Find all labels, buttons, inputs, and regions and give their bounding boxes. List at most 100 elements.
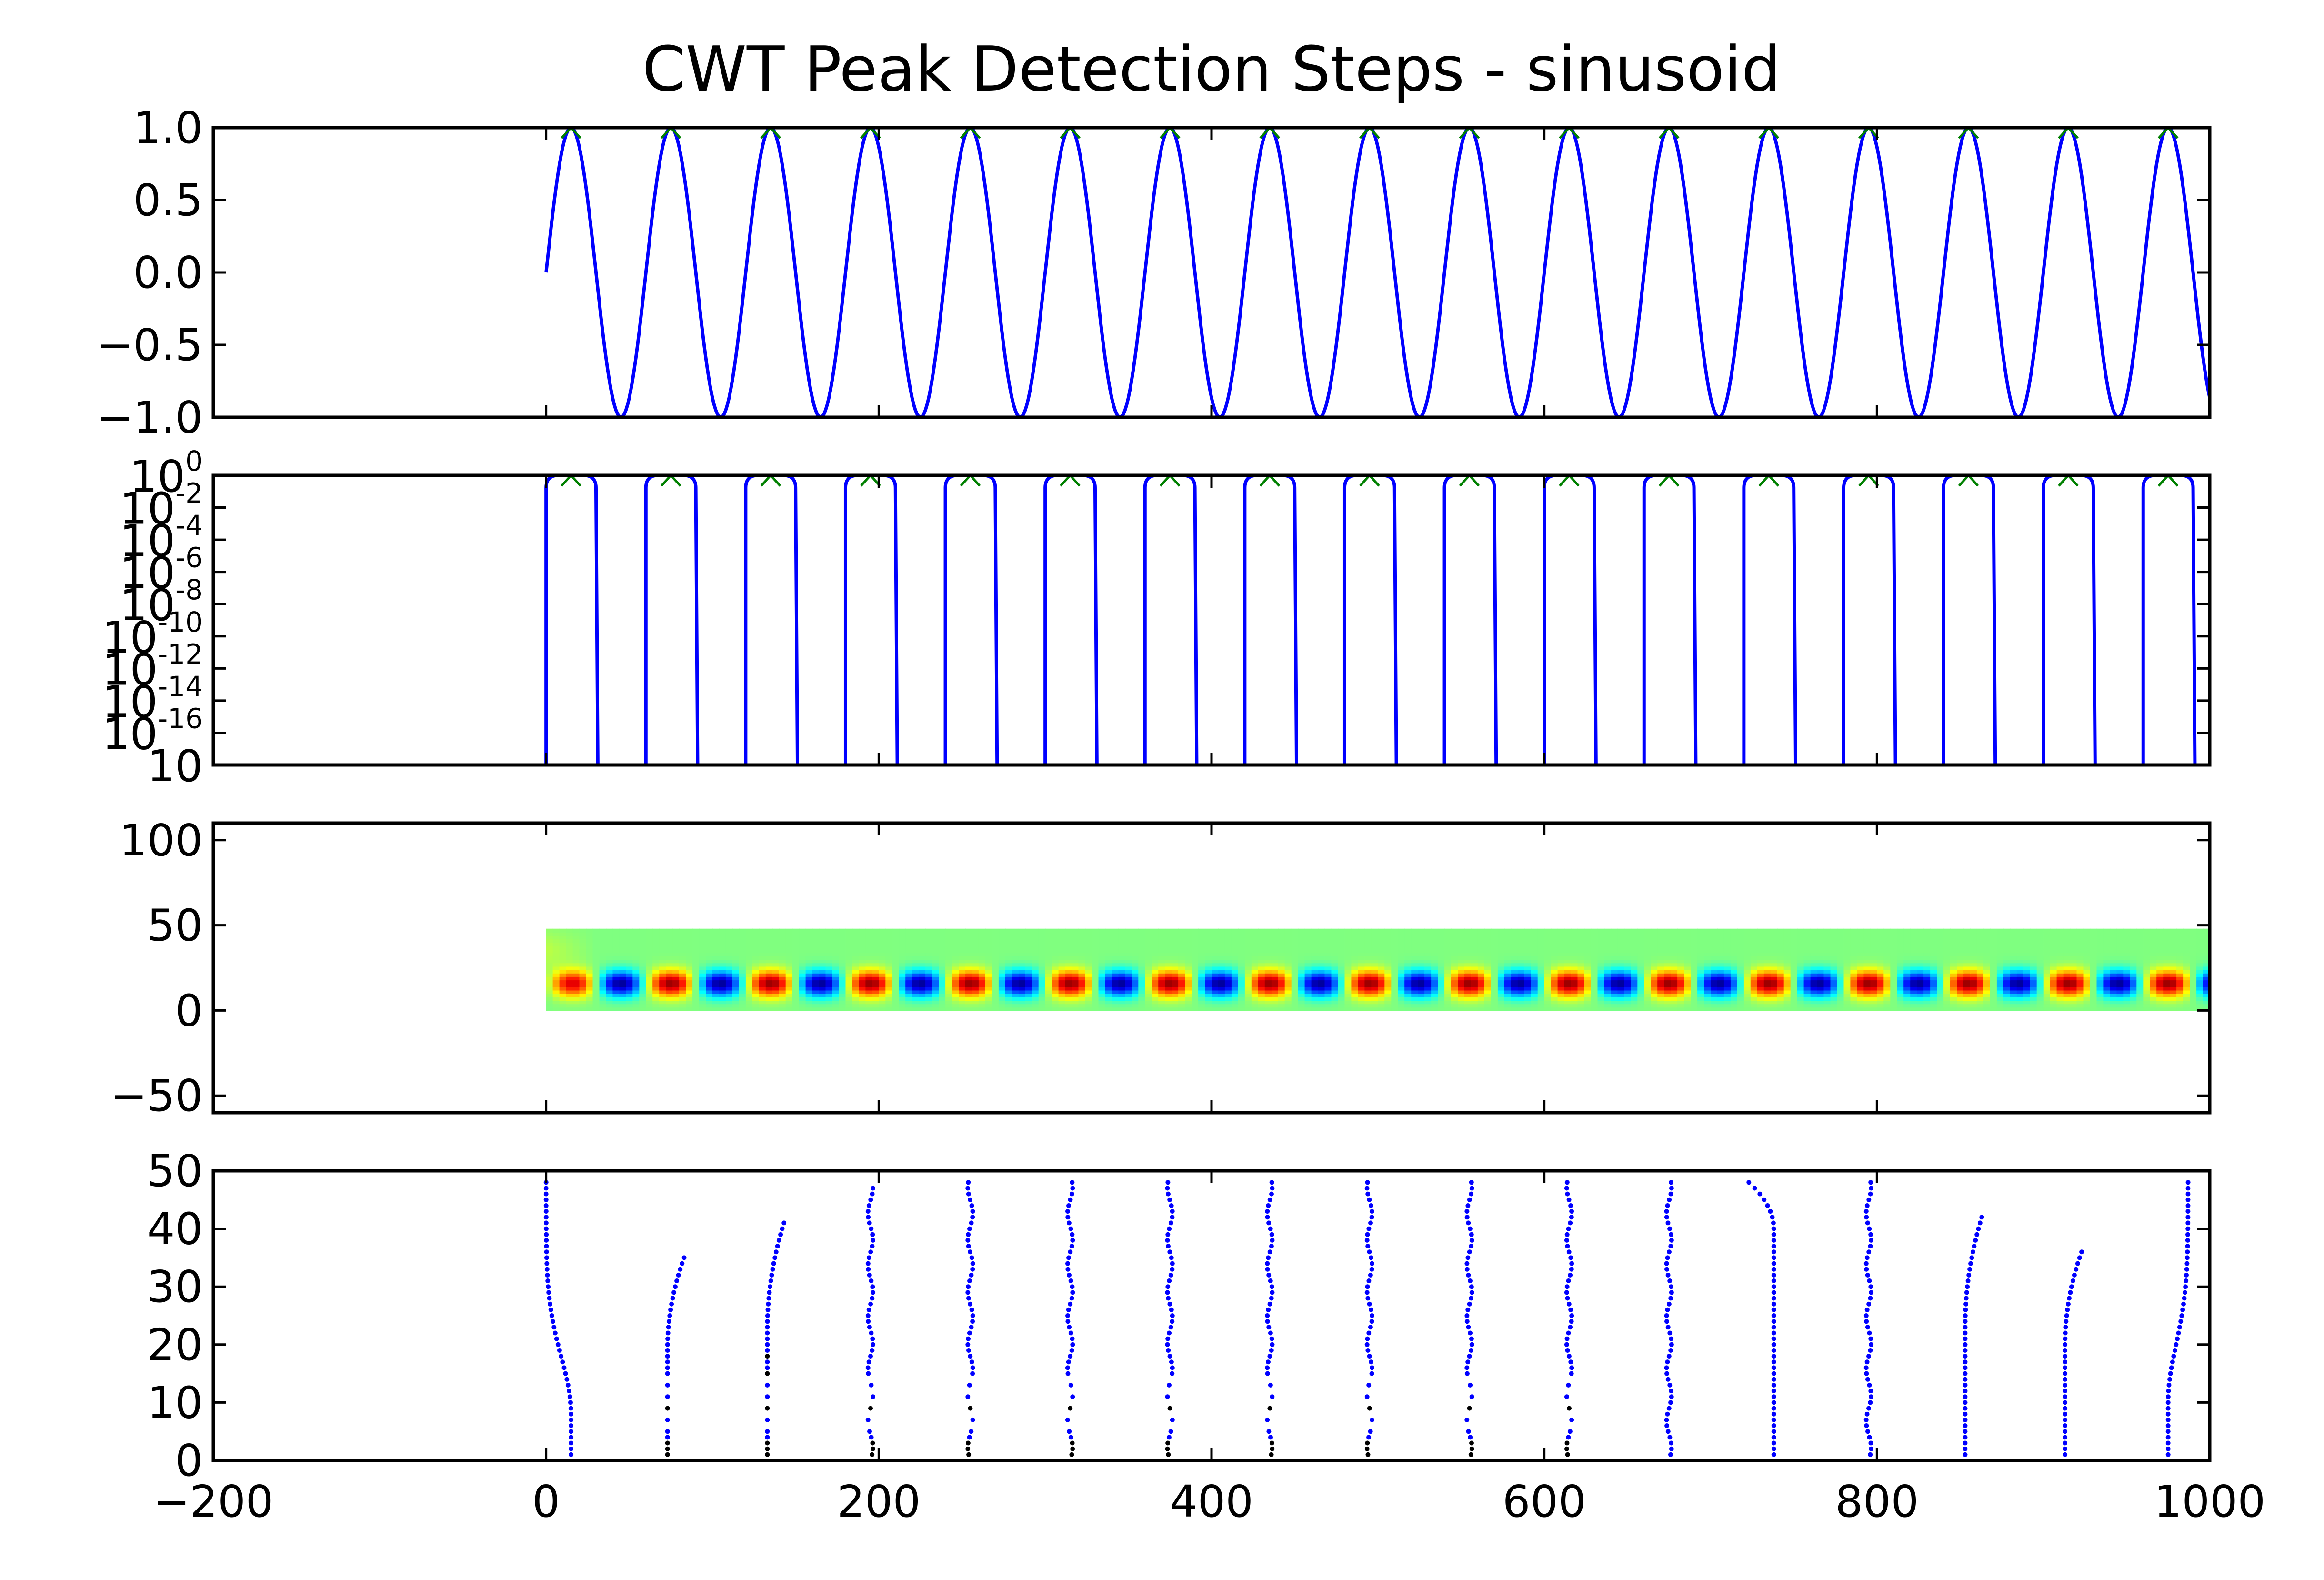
heatmap-cell: [1098, 1000, 1106, 1005]
heatmap-cell: [672, 980, 680, 984]
heatmap-cell: [2030, 1007, 2037, 1011]
heatmap-cell: [1072, 990, 1079, 994]
heatmap-cell: [2103, 966, 2111, 970]
heatmap-cell: [2050, 976, 2057, 981]
heatmap-cell: [1264, 956, 1272, 960]
heatmap-cell: [679, 1000, 687, 1005]
heatmap-cell: [2123, 986, 2131, 991]
heatmap-cell: [1823, 993, 1831, 997]
heatmap-cell: [2043, 959, 2051, 964]
heatmap-cell: [579, 949, 587, 953]
heatmap-cell: [1005, 949, 1012, 953]
heatmap-cell: [1138, 996, 1146, 1001]
heatmap-cell: [1052, 1000, 1059, 1005]
heatmap-cell: [1125, 983, 1132, 987]
heatmap-cell: [1617, 990, 1625, 994]
heatmap-cell: [1138, 942, 1146, 946]
heatmap-cell: [1338, 959, 1345, 964]
heatmap-cell: [1591, 1004, 1598, 1008]
heatmap-cell: [1085, 1007, 1092, 1011]
heatmap-cell: [1038, 976, 1046, 981]
heatmap-cell: [992, 949, 999, 953]
heatmap-cell: [2010, 993, 2017, 997]
heatmap-cell: [1877, 986, 1884, 991]
heatmap-cell: [566, 980, 573, 984]
heatmap-cell: [1032, 1004, 1039, 1008]
heatmap-cell: [1338, 996, 1345, 1001]
heatmap-cell: [759, 963, 766, 967]
heatmap-cell: [912, 990, 920, 994]
heatmap-cell: [1611, 980, 1618, 984]
heatmap-cell: [646, 963, 653, 967]
heatmap-cell: [1910, 959, 1918, 964]
heatmap-cell: [1165, 963, 1172, 967]
heatmap-cell: [546, 993, 553, 997]
heatmap-cell: [2103, 976, 2111, 981]
heatmap-cell: [1378, 993, 1385, 997]
heatmap-cell: [752, 963, 760, 967]
heatmap-cell: [1484, 990, 1492, 994]
heatmap-cell: [1557, 990, 1565, 994]
heatmap-cell: [1770, 1004, 1778, 1008]
heatmap-cell: [1185, 959, 1192, 964]
heatmap-cell: [945, 949, 953, 953]
heatmap-cell: [2083, 949, 2091, 953]
heatmap-cell: [1937, 963, 1944, 967]
heatmap-cell: [1877, 1007, 1884, 1011]
heatmap-cell: [1990, 1000, 1997, 1005]
heatmap-cell: [1378, 976, 1385, 981]
heatmap-cell: [872, 942, 880, 946]
heatmap-cell: [1651, 983, 1658, 987]
heatmap-cell: [1324, 983, 1332, 987]
heatmap-cell: [1404, 949, 1412, 953]
heatmap-cell: [1783, 949, 1791, 953]
heatmap-cell: [1730, 956, 1738, 960]
heatmap-cell: [1617, 976, 1625, 981]
heatmap-cell: [1923, 959, 1931, 964]
pulse-line: [1742, 475, 1798, 765]
heatmap-cell: [2043, 969, 2051, 974]
heatmap-cell: [1737, 952, 1744, 956]
heatmap-cell: [2150, 963, 2157, 967]
heatmap-cell: [2176, 956, 2184, 960]
heatmap-cell: [1890, 990, 1898, 994]
heatmap-cell: [1371, 966, 1379, 970]
heatmap-cell: [1863, 980, 1871, 984]
heatmap-cell: [2110, 1000, 2117, 1005]
heatmap-cell: [965, 942, 972, 946]
heatmap-cell: [1611, 986, 1618, 991]
heatmap-cell: [2036, 986, 2044, 991]
heatmap-cell: [985, 949, 992, 953]
heatmap-cell: [2096, 1000, 2104, 1005]
heatmap-cell: [1198, 956, 1206, 960]
heatmap-cell: [752, 1000, 760, 1005]
heatmap-cell: [679, 963, 687, 967]
heatmap-cell: [2123, 952, 2131, 956]
heatmap-cell: [659, 966, 667, 970]
heatmap-cell: [2130, 969, 2137, 974]
heatmap-cell: [2183, 952, 2191, 956]
heatmap-cell: [626, 969, 633, 974]
heatmap-cell: [1338, 1004, 1345, 1008]
heatmap-cell: [799, 949, 806, 953]
heatmap-cell: [2183, 956, 2191, 960]
heatmap-cell: [1903, 983, 1911, 987]
heatmap-cell: [1464, 980, 1472, 984]
heatmap-cell: [712, 986, 720, 991]
heatmap-cell: [1976, 973, 1984, 977]
heatmap-cell: [1025, 963, 1032, 967]
heatmap-cell: [1371, 956, 1379, 960]
heatmap-cell: [792, 1007, 800, 1011]
heatmap-cell: [1697, 983, 1705, 987]
heatmap-cell: [1098, 1004, 1106, 1008]
heatmap-cell: [686, 990, 693, 994]
heatmap-cell: [845, 952, 853, 956]
heatmap-cell: [1238, 990, 1245, 994]
heatmap-cell: [745, 959, 753, 964]
heatmap-cell: [1005, 996, 1012, 1001]
heatmap-cell: [1664, 1007, 1672, 1011]
heatmap-cell: [1943, 980, 1951, 984]
heatmap-cell: [1165, 996, 1172, 1001]
heatmap-cell: [612, 969, 620, 974]
heatmap-cell: [1371, 946, 1379, 950]
